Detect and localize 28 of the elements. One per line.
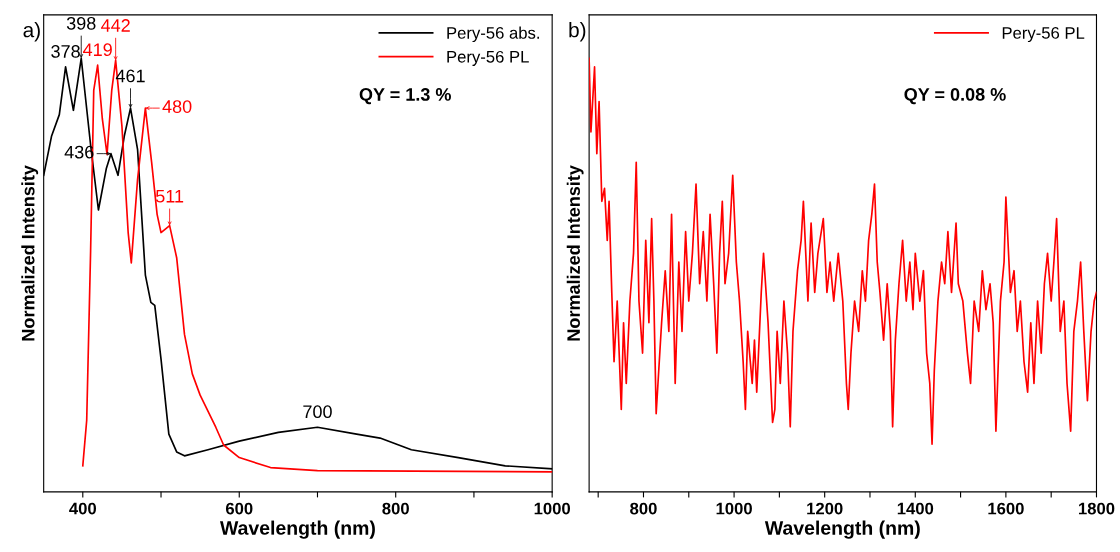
annotation: 700 [303, 405, 332, 419]
legend-label: Pery-56 PL [1002, 27, 1085, 43]
annotation: 378 [51, 45, 80, 58]
annotation: 511 [155, 190, 184, 203]
x-tick-label: 1200 [807, 502, 843, 515]
x-axis-title: Wavelength (nm) [764, 520, 920, 539]
x-tick-label: 1600 [988, 502, 1024, 515]
x-tick-label: 1800 [1078, 502, 1115, 515]
annotation: QY = 1.3 % [359, 88, 451, 105]
x-tick-label: 800 [382, 502, 409, 515]
annotation: 419 [83, 43, 112, 57]
x-tick-label: 600 [225, 502, 253, 515]
annotation: 398 [66, 16, 96, 30]
x-tick-label: 800 [630, 502, 657, 515]
annotation: 480 [162, 100, 192, 113]
x-tick-label: 1000 [534, 502, 571, 515]
annotation: 442 [101, 19, 130, 32]
x-tick-label: 1000 [716, 502, 752, 515]
chart-title: a) [23, 22, 40, 42]
x-tick-label: 1400 [897, 502, 934, 515]
chart-title: b) [569, 22, 586, 42]
legend-label: Pery-56 abs. [447, 26, 539, 43]
y-axis-title: Normalized Intensity [566, 165, 584, 341]
x-tick-label: 400 [69, 502, 97, 515]
annotation: QY = 0.08 % [904, 88, 1006, 105]
y-axis-title: Normalized Intensity [21, 165, 39, 341]
legend-label: Pery-56 PL [447, 50, 529, 66]
x-axis-title: Wavelength (nm) [219, 520, 375, 539]
